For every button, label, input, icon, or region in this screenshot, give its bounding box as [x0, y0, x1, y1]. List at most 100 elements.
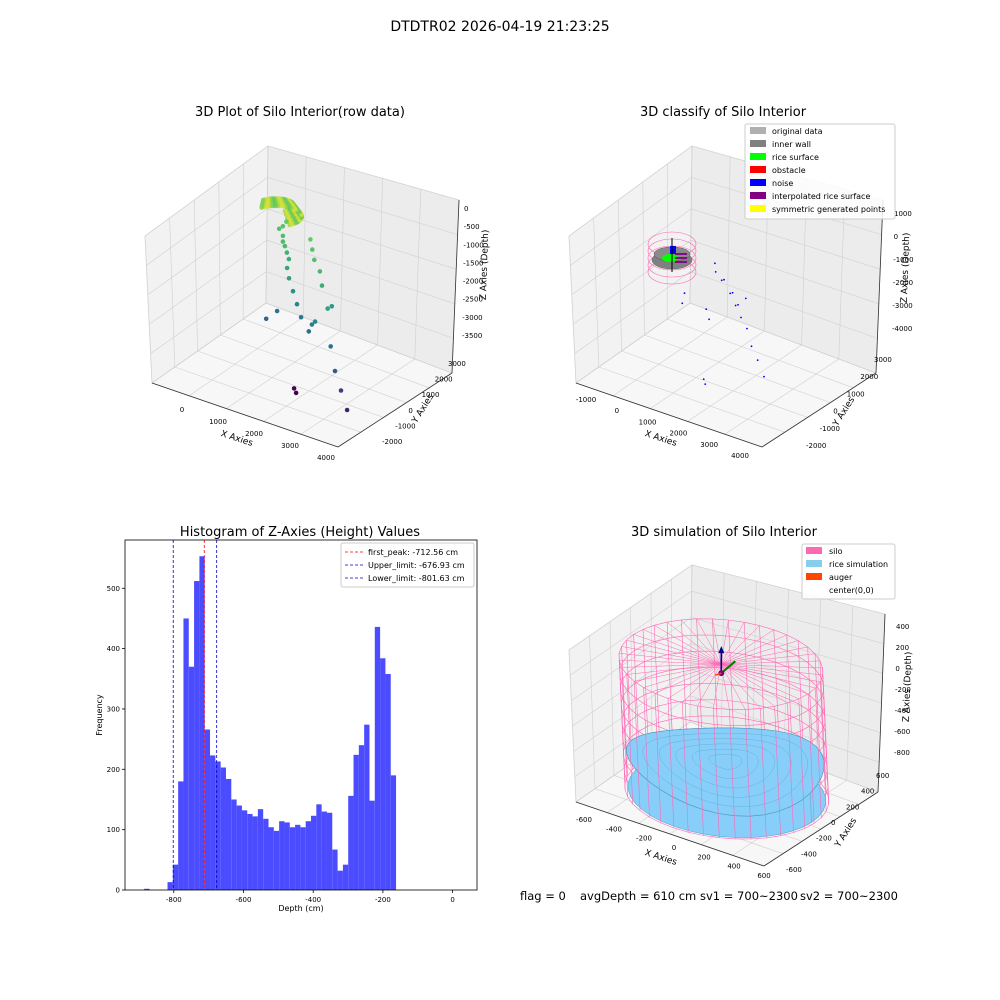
histogram-bar [380, 658, 386, 890]
raw-grid-line [169, 217, 176, 368]
raw-x-tick-label: 3000 [281, 442, 299, 450]
histogram-bar [321, 811, 327, 890]
raw-grid-line [174, 366, 361, 433]
silo-line [807, 693, 815, 824]
histogram-bar [183, 618, 189, 890]
silo-roof-line [697, 663, 722, 707]
figure-suptitle: DTDTR02 2026-04-19 21:23:25 [390, 19, 609, 35]
silo-roof-line [654, 625, 722, 665]
hist-x-tick-label: -800 [166, 896, 182, 904]
histogram-title: Histogram of Z-Axies (Height) Values [180, 525, 420, 540]
legend-swatch [806, 573, 822, 580]
raw-grid-line [149, 239, 267, 325]
rice-mesh [659, 738, 792, 798]
interpolated-point [682, 252, 686, 256]
silo-line [654, 693, 662, 823]
histogram-bar [305, 821, 312, 890]
raw-point [280, 233, 286, 239]
interpolated-point [674, 256, 678, 260]
raw-x-tick-label: 2000 [245, 430, 263, 438]
legend-swatch [750, 153, 766, 160]
panel-histogram: Histogram of Z-Axies (Height) Values -80… [95, 525, 478, 913]
histogram-bar [241, 810, 248, 890]
simulation-x-axis-line [575, 801, 765, 867]
classify-grid-line [613, 316, 728, 397]
raw-x-tick-label: 1000 [209, 418, 227, 426]
simulation-ylabel: Y Axies [833, 816, 859, 850]
classify-grid-line [568, 235, 577, 384]
silo-line [760, 708, 767, 838]
simulation-y-tick-label: 0 [831, 819, 835, 827]
hist-x-tick-label: -200 [375, 896, 391, 904]
status-footer: flag = 0 avgDepth = 610 cm sv1 = 700~230… [520, 889, 898, 903]
classify-grid-line [593, 217, 600, 368]
classify-grid-line [690, 239, 879, 305]
rice-mesh [708, 754, 742, 770]
panel-classify-3d-scatter: 3D classify of Silo Interior -1000 0 1000 2… [568, 105, 914, 460]
raw-grid-line [266, 271, 454, 339]
raw-grid-line [265, 145, 269, 304]
noise-point [720, 279, 723, 282]
classify-x-tick-label: 2000 [669, 430, 687, 438]
simulation-y-tick-label: 600 [876, 772, 889, 780]
hist-y-tick-label: 200 [107, 766, 120, 774]
silo-roof-line [720, 663, 761, 709]
silo-roof-line [626, 663, 721, 675]
raw-point [276, 226, 282, 232]
raw-point [274, 308, 280, 314]
classify-y-tick-label: 0 [833, 408, 837, 416]
simulation-grid-line [569, 590, 692, 676]
hist-x-tick-label: -400 [305, 896, 321, 904]
silo-roof-line [696, 618, 722, 665]
silo-roof-line [720, 663, 799, 700]
panel-raw-zlabel: Z Axies (Depth) [479, 230, 491, 301]
interpolated-point [684, 252, 688, 256]
interpolated-point [680, 260, 684, 264]
classify-grid-line [690, 271, 878, 339]
classify-y-tick-label: -2000 [806, 442, 826, 450]
noise-point [714, 262, 716, 265]
raw-y-tick-label: -2000 [382, 438, 402, 446]
raw-point [284, 265, 290, 271]
simulation-zlabel: Z Axies (Depth) [902, 652, 914, 723]
legend-label: interpolated rice surface [772, 192, 870, 201]
classify-y-axis-line [761, 372, 877, 448]
histogram-bar [369, 800, 375, 890]
noise-point [683, 292, 686, 295]
histogram-bar [390, 775, 397, 890]
silo-roof-line [626, 639, 721, 665]
raw-x-axis-line [151, 382, 339, 448]
raw-grid-line [243, 318, 430, 389]
classify-grid-line [644, 334, 831, 403]
axis-arrow [720, 660, 737, 674]
legend-swatch [750, 166, 766, 173]
hist-y-tick-label: 500 [107, 585, 120, 593]
classify-grid-line [575, 302, 691, 384]
histogram-bar [220, 767, 226, 890]
hist-y-tick-label: 400 [107, 645, 120, 653]
raw-grid-line [377, 178, 383, 346]
rice-surface [662, 254, 678, 262]
simulation-y-tick-label: -600 [786, 866, 802, 874]
silo-roof-line [720, 663, 816, 689]
raw-point [280, 224, 286, 229]
raw-grid-line [150, 271, 267, 354]
histogram-bar [263, 818, 269, 890]
silo-line [618, 660, 626, 790]
simulation-x-tick-label: 600 [757, 872, 770, 880]
classify-x-tick-label: 4000 [731, 452, 749, 460]
interpolated-point [676, 260, 680, 264]
silo-line [820, 681, 827, 812]
classify-grid-line [667, 318, 854, 389]
classify-x-tick-label: 3000 [700, 441, 718, 449]
silo-roof-line [720, 629, 774, 665]
histogram-bar [374, 626, 381, 890]
raw-point [263, 316, 269, 322]
silo-roof-line [720, 634, 787, 665]
silo-roof-line [720, 663, 788, 704]
silo-line [774, 706, 781, 836]
classify-z-axis-line [875, 199, 884, 374]
histogram-bar [284, 822, 290, 890]
noise-point [763, 375, 765, 378]
rice-surface [626, 727, 825, 817]
